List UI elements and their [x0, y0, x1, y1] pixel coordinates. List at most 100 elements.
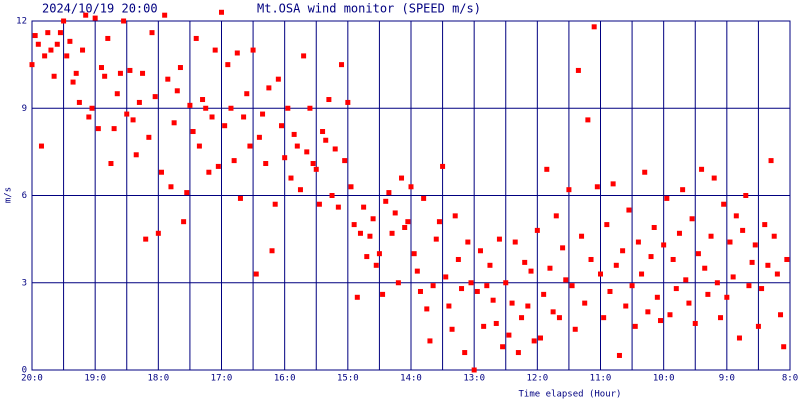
x-tick-label: 14:0: [400, 374, 422, 384]
point: [477, 248, 483, 254]
point: [506, 332, 512, 338]
point: [57, 30, 63, 36]
point: [253, 271, 259, 277]
y-tick-label: 6: [22, 191, 27, 201]
point: [686, 300, 692, 306]
point: [474, 288, 480, 294]
point: [642, 169, 648, 175]
x-tick-label: 20:0: [21, 374, 43, 384]
point: [424, 306, 430, 312]
point: [635, 239, 641, 245]
point: [455, 256, 461, 262]
point: [149, 30, 155, 36]
point: [127, 67, 133, 73]
point: [541, 291, 547, 297]
point: [95, 126, 101, 132]
x-tick-label: 11:0: [590, 374, 612, 384]
point: [373, 262, 379, 268]
point: [493, 320, 499, 326]
point: [184, 190, 190, 196]
point: [301, 53, 307, 59]
point: [768, 158, 774, 164]
point: [534, 227, 540, 233]
point: [399, 175, 405, 181]
point: [165, 76, 171, 82]
point: [509, 300, 515, 306]
x-tick-label: 12:0: [526, 374, 548, 384]
point: [92, 15, 98, 21]
point: [367, 233, 373, 239]
point: [648, 254, 654, 260]
point: [585, 117, 591, 123]
point: [67, 38, 73, 44]
point: [683, 277, 689, 283]
point: [673, 286, 679, 292]
point: [266, 85, 272, 91]
point: [654, 294, 660, 300]
y-tick-label: 9: [22, 104, 27, 114]
point: [740, 227, 746, 233]
point: [361, 204, 367, 210]
point: [556, 315, 562, 321]
point: [177, 65, 183, 71]
point: [335, 204, 341, 210]
point: [228, 105, 234, 111]
x-tick-label: 17:0: [211, 374, 233, 384]
point: [695, 251, 701, 257]
point: [222, 123, 228, 129]
point: [121, 18, 127, 24]
point: [512, 239, 518, 245]
point: [487, 262, 493, 268]
point: [670, 256, 676, 262]
point: [370, 216, 376, 222]
point: [200, 97, 206, 103]
x-tick-label: 9:0: [719, 374, 735, 384]
point: [411, 251, 417, 257]
point: [209, 114, 215, 120]
point: [639, 271, 645, 277]
point: [714, 280, 720, 286]
point: [323, 137, 329, 143]
point: [234, 50, 240, 56]
point: [392, 210, 398, 216]
point: [168, 184, 174, 190]
point: [575, 67, 581, 73]
point: [465, 239, 471, 245]
point: [658, 318, 664, 324]
point: [35, 41, 41, 47]
point: [64, 53, 70, 59]
point: [727, 239, 733, 245]
point: [774, 271, 780, 277]
point: [279, 123, 285, 129]
point: [51, 73, 57, 79]
point: [124, 111, 130, 117]
x-tick-label: 8:0: [782, 374, 798, 384]
point: [48, 47, 54, 53]
point: [329, 193, 335, 198]
x-tick-label: 19:0: [84, 374, 106, 384]
timestamp: 2024/10/19 20:00: [42, 2, 158, 16]
point: [746, 283, 752, 289]
point: [171, 120, 177, 126]
point: [408, 184, 414, 190]
point: [215, 163, 221, 169]
point: [459, 286, 465, 292]
point: [133, 152, 139, 158]
point: [531, 338, 537, 344]
point: [348, 184, 354, 190]
point: [80, 47, 86, 53]
point: [114, 91, 120, 97]
point: [364, 254, 370, 260]
point: [326, 97, 332, 103]
point: [269, 248, 275, 254]
point: [38, 143, 44, 149]
point: [98, 65, 104, 71]
point: [389, 230, 395, 236]
point: [212, 47, 218, 53]
point: [316, 201, 322, 207]
point: [231, 158, 237, 164]
point: [572, 326, 578, 332]
point: [718, 315, 724, 321]
point: [342, 158, 348, 164]
point: [421, 195, 427, 201]
